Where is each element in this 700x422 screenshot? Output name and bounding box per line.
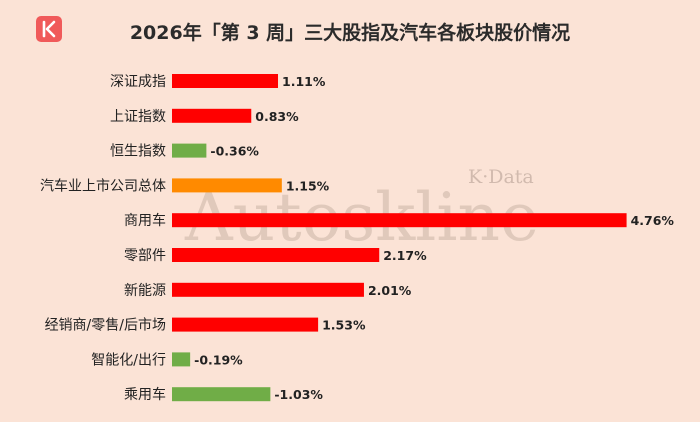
- value-label: 1.53%: [322, 318, 366, 333]
- category-label: 新能源: [124, 283, 166, 299]
- value-label: 2.17%: [383, 248, 427, 263]
- bar: [172, 143, 207, 158]
- bar: [172, 317, 319, 332]
- category-label: 智能化/出行: [91, 352, 166, 368]
- category-label: 经销商/零售/后市场: [45, 317, 166, 334]
- bar: [172, 387, 271, 402]
- bar: [172, 74, 279, 88]
- bar: [172, 248, 380, 262]
- category-label: 汽车业上市公司总体: [40, 177, 166, 194]
- value-label: 1.15%: [286, 178, 330, 193]
- category-label: 深证成指: [110, 74, 166, 90]
- bar: [172, 178, 282, 193]
- value-label: 2.01%: [368, 283, 412, 298]
- category-label: 上证指数: [110, 109, 166, 125]
- bar: [172, 108, 252, 123]
- bar: [172, 352, 191, 367]
- chart-title: 2026年「第 3 周」三大股指及汽车各板块股价情况: [129, 22, 571, 44]
- value-label: -1.03%: [274, 387, 323, 402]
- category-label: 零部件: [124, 248, 166, 264]
- bar: [172, 213, 627, 228]
- category-label: 商用车: [124, 212, 166, 229]
- category-label: 乘用车: [124, 386, 166, 403]
- value-label: -0.36%: [210, 144, 259, 159]
- watermark-subtext: K·Data: [468, 166, 534, 188]
- brand-logo: [36, 16, 62, 42]
- value-label: -0.19%: [194, 352, 243, 367]
- value-label: 1.11%: [282, 74, 326, 89]
- category-label: 恒生指数: [110, 144, 166, 160]
- value-label: 0.83%: [255, 109, 299, 124]
- value-label: 4.76%: [631, 213, 675, 228]
- bar: [172, 282, 364, 297]
- k-logo-icon: [42, 20, 56, 38]
